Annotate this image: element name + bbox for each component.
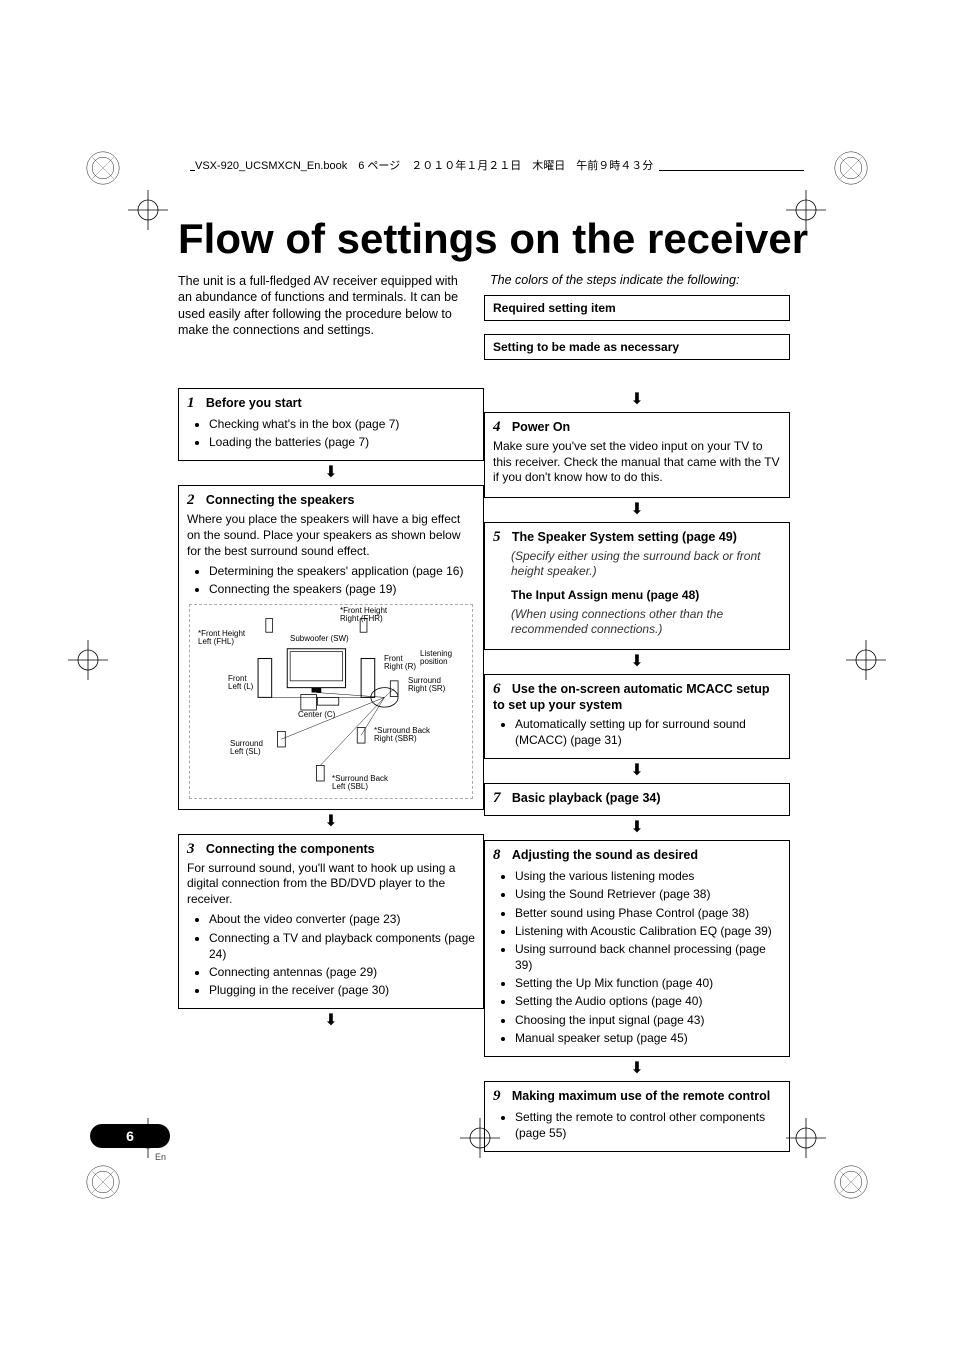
arrow-icon: ⬇ <box>178 1013 484 1029</box>
page-lang: En <box>155 1152 166 1162</box>
step1-title: Before you start <box>206 396 302 410</box>
step5-sub2: (When using connections other than the r… <box>511 607 781 638</box>
legend-label: The colors of the steps indicate the fol… <box>490 273 790 287</box>
step1-num: 1 <box>187 395 195 411</box>
step8-item: Setting the Audio options (page 40) <box>515 993 781 1009</box>
step1-bullets: Checking what's in the box (page 7) Load… <box>209 416 475 450</box>
diag-l: FrontLeft (L) <box>228 675 253 693</box>
diag-sbr: *Surround BackRight (SBR) <box>374 727 430 745</box>
step6-box: 6 Use the on-screen automatic MCACC setu… <box>484 674 790 759</box>
step3-item: About the video converter (page 23) <box>209 911 475 927</box>
step9-bullets: Setting the remote to control other comp… <box>515 1109 781 1141</box>
legend-required: Required setting item <box>484 295 790 321</box>
legend-optional: Setting to be made as necessary <box>484 334 790 360</box>
step1-item: Loading the batteries (page 7) <box>209 434 475 450</box>
arrow-icon: ⬇ <box>484 654 790 670</box>
step4-box: 4 Power On Make sure you've set the vide… <box>484 412 790 498</box>
page-title: Flow of settings on the receiver <box>178 215 808 263</box>
arrow-icon: ⬇ <box>178 814 484 830</box>
ornament-br <box>833 1164 869 1200</box>
step8-title: Adjusting the sound as desired <box>512 848 698 862</box>
right-column: ⬇ 4 Power On Make sure you've set the vi… <box>484 388 790 1152</box>
diag-sr: SurroundRight (SR) <box>408 677 445 695</box>
step6-num: 6 <box>493 681 501 697</box>
step3-desc: For surround sound, you'll want to hook … <box>187 861 475 908</box>
step5-box: 5 The Speaker System setting (page 49) (… <box>484 522 790 650</box>
step8-item: Setting the Up Mix function (page 40) <box>515 975 781 991</box>
ornament-tl <box>85 150 121 186</box>
step5-title1: The Speaker System setting (page 49) <box>512 530 737 544</box>
step6-item: Automatically setting up for surround so… <box>515 716 781 748</box>
arrow-icon: ⬇ <box>484 1061 790 1077</box>
diag-fhr: *Front HeightRight (FHR) <box>340 607 387 625</box>
arrow-icon: ⬇ <box>484 392 790 408</box>
speaker-diagram: *Front HeightRight (FHR) *Front HeightLe… <box>189 604 473 799</box>
step4-desc: Make sure you've set the video input on … <box>493 439 781 486</box>
step4-num: 4 <box>493 419 501 435</box>
step8-box: 8 Adjusting the sound as desired Using t… <box>484 840 790 1057</box>
step8-item: Better sound using Phase Control (page 3… <box>515 905 781 921</box>
reg-mark-tl <box>128 190 168 230</box>
ornament-tr <box>833 150 869 186</box>
step7-box: 7 Basic playback (page 34) <box>484 783 790 816</box>
step5-title2: The Input Assign menu (page 48) <box>511 588 781 604</box>
step2-num: 2 <box>187 492 195 508</box>
step9-num: 9 <box>493 1088 501 1104</box>
arrow-icon: ⬇ <box>484 502 790 518</box>
arrow-icon: ⬇ <box>484 763 790 779</box>
step1-box: 1 Before you start Checking what's in th… <box>178 388 484 461</box>
reg-mark-br <box>786 1118 826 1158</box>
diag-sl: SurroundLeft (SL) <box>230 740 263 758</box>
ornament-bl <box>85 1164 121 1200</box>
step1-item: Checking what's in the box (page 7) <box>209 416 475 432</box>
header-text: VSX-920_UCSMXCN_En.book 6 ページ ２０１０年１月２１日… <box>195 157 659 173</box>
diag-listen: Listeningposition <box>420 650 452 668</box>
step2-bullets: Determining the speakers' application (p… <box>209 563 475 597</box>
step3-item: Connecting a TV and playback components … <box>209 930 475 962</box>
step3-title: Connecting the components <box>206 842 375 856</box>
step6-title: Use the on-screen automatic MCACC setup … <box>493 682 770 712</box>
page-number: 6 <box>90 1124 170 1148</box>
step5-sub1: (Specify either using the surround back … <box>511 549 781 580</box>
step6-bullets: Automatically setting up for surround so… <box>515 716 781 748</box>
step4-title: Power On <box>512 420 570 434</box>
step3-item: Connecting antennas (page 29) <box>209 964 475 980</box>
step7-title: Basic playback (page 34) <box>512 791 661 805</box>
step2-desc: Where you place the speakers will have a… <box>187 512 475 559</box>
step9-box: 9 Making maximum use of the remote contr… <box>484 1081 790 1152</box>
step7-num: 7 <box>493 790 501 806</box>
diag-sw: Subwoofer (SW) <box>290 635 349 644</box>
step9-title: Making maximum use of the remote control <box>512 1089 770 1103</box>
step8-item: Listening with Acoustic Calibration EQ (… <box>515 923 781 939</box>
step2-item: Connecting the speakers (page 19) <box>209 581 475 597</box>
step2-title: Connecting the speakers <box>206 493 355 507</box>
diag-sbl: *Surround BackLeft (SBL) <box>332 775 388 793</box>
step8-item: Using surround back channel processing (… <box>515 941 781 973</box>
step8-bullets: Using the various listening modes Using … <box>515 868 781 1046</box>
step3-bullets: About the video converter (page 23) Conn… <box>209 911 475 998</box>
reg-mark-ml <box>68 640 108 680</box>
left-column: 1 Before you start Checking what's in th… <box>178 388 484 1033</box>
step3-num: 3 <box>187 841 195 857</box>
step8-item: Manual speaker setup (page 45) <box>515 1030 781 1046</box>
step5-num: 5 <box>493 529 501 545</box>
step3-item: Plugging in the receiver (page 30) <box>209 982 475 998</box>
step8-num: 8 <box>493 847 501 863</box>
step2-item: Determining the speakers' application (p… <box>209 563 475 579</box>
diag-c: Center (C) <box>298 711 335 720</box>
arrow-icon: ⬇ <box>178 465 484 481</box>
step9-item: Setting the remote to control other comp… <box>515 1109 781 1141</box>
intro-text: The unit is a full-fledged AV receiver e… <box>178 273 468 338</box>
diag-r: FrontRight (R) <box>384 655 416 673</box>
step8-item: Choosing the input signal (page 43) <box>515 1012 781 1028</box>
reg-mark-mr <box>846 640 886 680</box>
arrow-icon: ⬇ <box>484 820 790 836</box>
step3-box: 3 Connecting the components For surround… <box>178 834 484 1010</box>
step8-item: Using the Sound Retriever (page 38) <box>515 886 781 902</box>
diag-fhl: *Front HeightLeft (FHL) <box>198 630 245 648</box>
step8-item: Using the various listening modes <box>515 868 781 884</box>
step2-box: 2 Connecting the speakers Where you plac… <box>178 485 484 809</box>
